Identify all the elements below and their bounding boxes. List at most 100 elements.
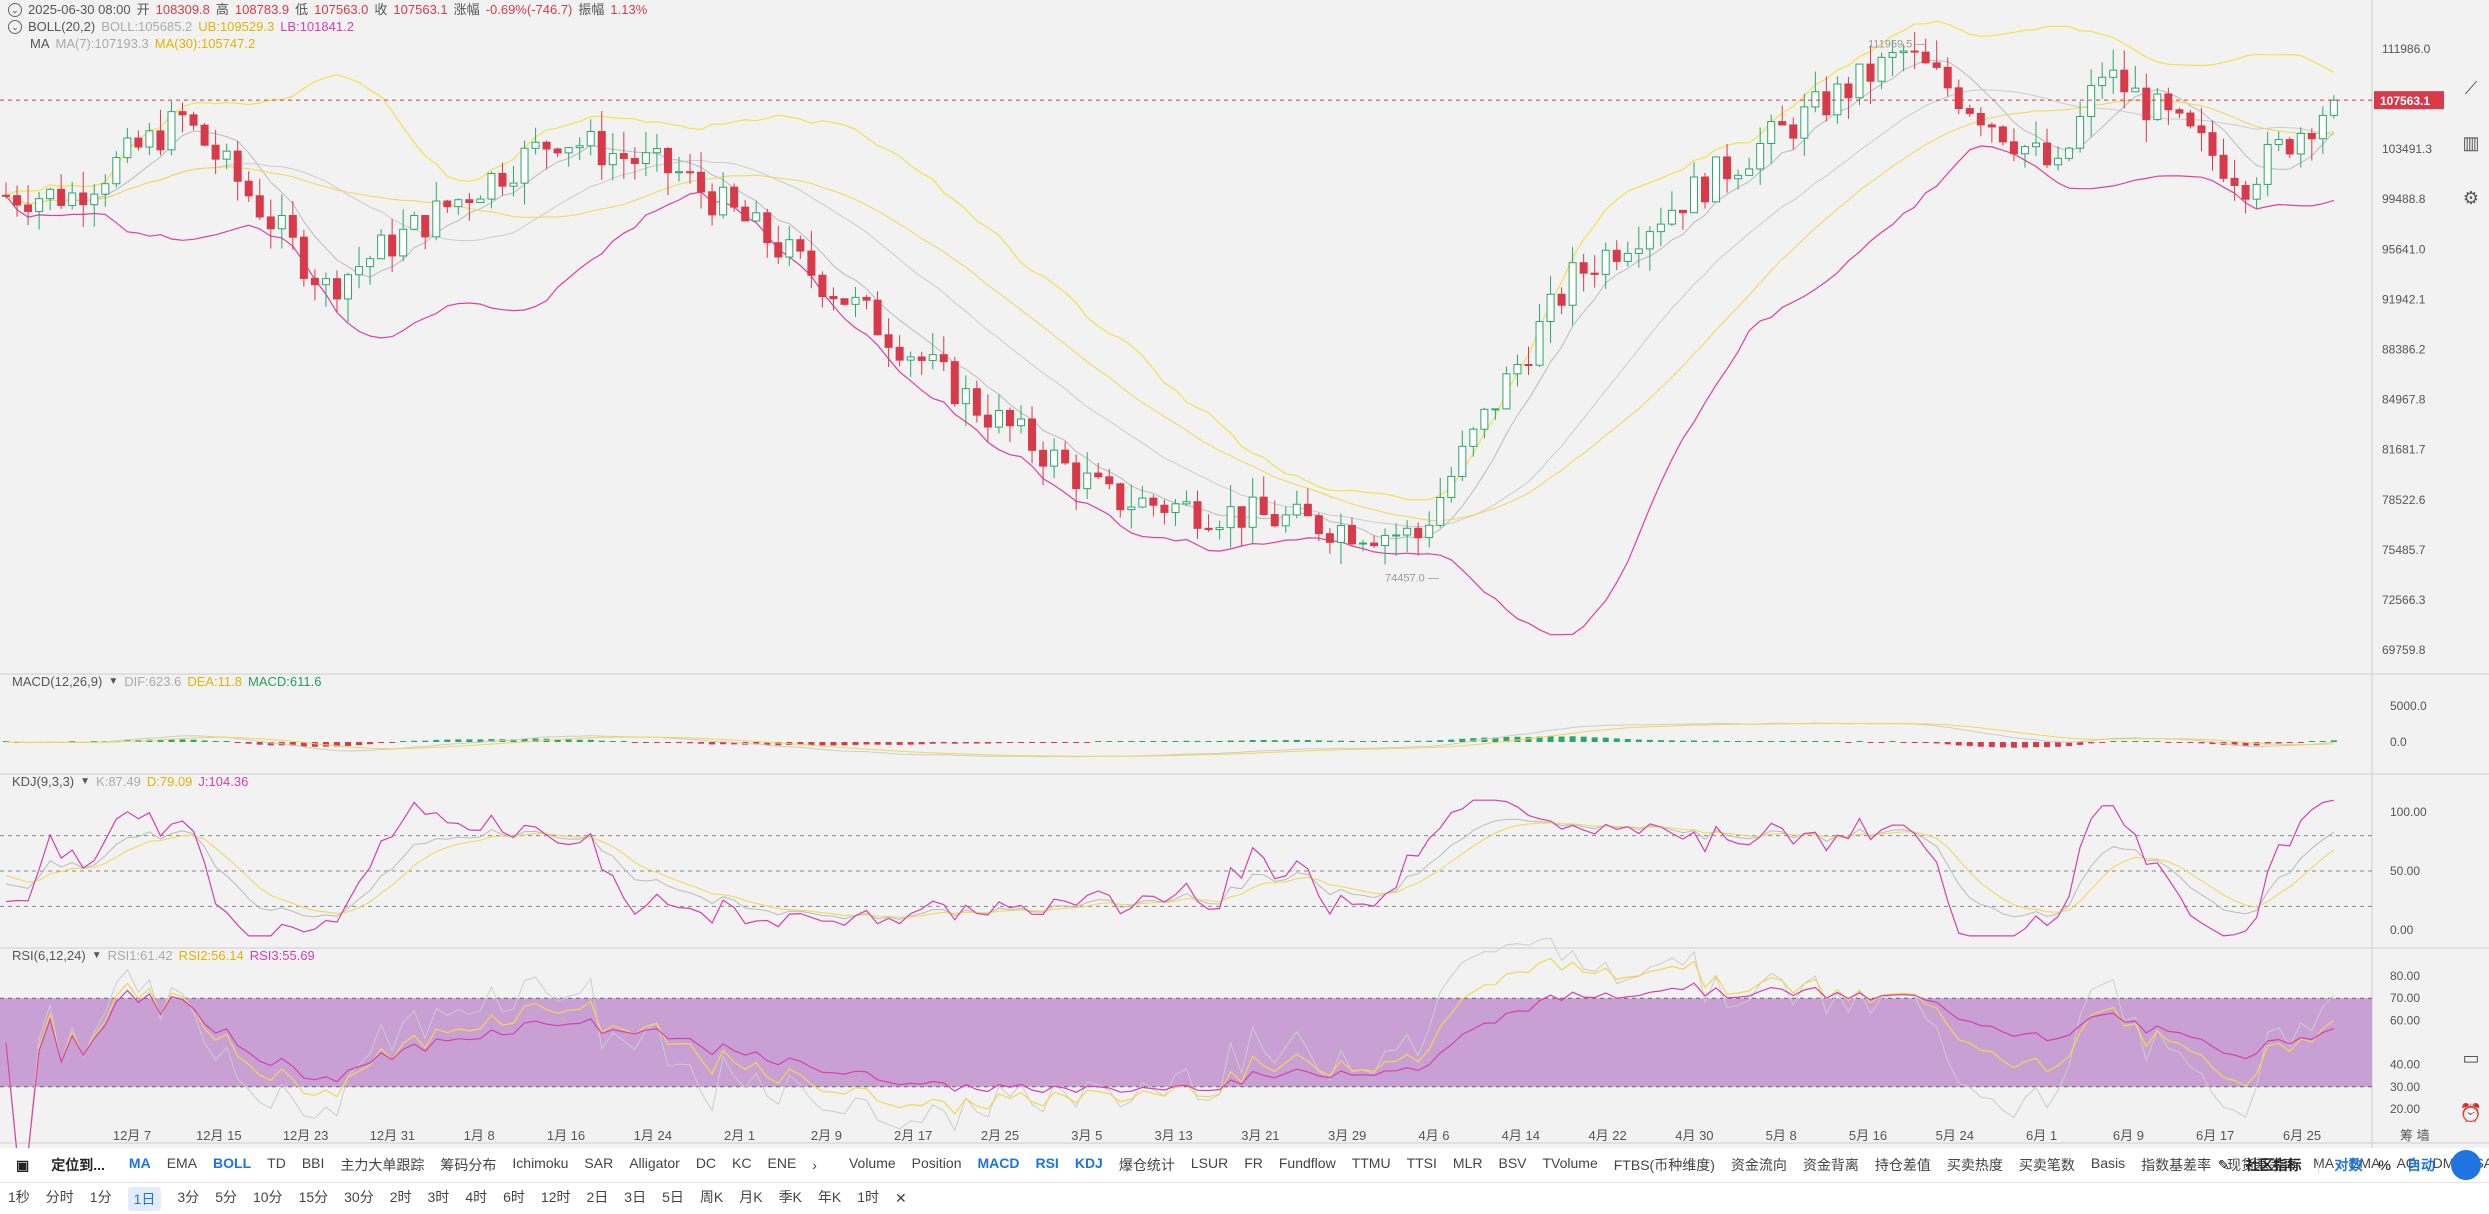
sub-indicator-24[interactable]: EMA <box>2350 1155 2381 1171</box>
sub-indicator-20[interactable]: Basis <box>2090 1155 2126 1171</box>
candle-body <box>277 215 286 230</box>
main-indicator-1[interactable]: EMA <box>166 1155 198 1171</box>
sub-indicator-13[interactable]: TVolume <box>1542 1155 1598 1171</box>
sub-indicator-11[interactable]: MLR <box>1452 1155 1483 1171</box>
dropdown-icon[interactable]: ▼ <box>80 776 91 787</box>
macd-bar <box>1768 741 1775 742</box>
sub-indicator-25[interactable]: AO <box>2396 1155 2417 1171</box>
macd-bar <box>653 742 660 743</box>
sub-indicator-2[interactable]: MACD <box>977 1155 1020 1171</box>
sub-indicator-12[interactable]: BSV <box>1498 1155 1527 1171</box>
alarm-icon[interactable]: ⏰ <box>2459 1103 2483 1123</box>
main-indicator-12[interactable]: ENE <box>767 1155 797 1171</box>
timeframe-0[interactable]: 1秒 <box>8 1188 30 1205</box>
main-indicator-4[interactable]: BBI <box>301 1155 325 1171</box>
timeframe-11[interactable]: 4时 <box>465 1188 488 1205</box>
rsi-name[interactable]: RSI(6,12,24) <box>12 948 86 963</box>
timeframe-7[interactable]: 15分 <box>298 1188 329 1205</box>
macd-bar <box>345 742 352 746</box>
dropdown-icon[interactable]: ▼ <box>91 950 102 961</box>
sub-indicator-5[interactable]: 爆仓统计 <box>1118 1157 1175 1173</box>
macd-bar <box>1404 740 1411 742</box>
timeframe-21[interactable]: 1时 <box>857 1188 880 1205</box>
sub-indicator-19[interactable]: 买卖笔数 <box>2018 1157 2075 1173</box>
timeframe-20[interactable]: 年K <box>817 1188 842 1205</box>
timeframe-2[interactable]: 1分 <box>89 1188 112 1205</box>
timeframe-17[interactable]: 周K <box>699 1188 724 1205</box>
sub-indicator-10[interactable]: TTSI <box>1406 1155 1437 1171</box>
candle-body <box>1381 534 1390 547</box>
auto-scale-toggle[interactable]: 自动 <box>2407 1157 2435 1173</box>
timeframe-6[interactable]: 10分 <box>252 1188 283 1205</box>
price-chart[interactable]: 111986.0 103491.3 99488.8 95641.0 91942.1 883… <box>0 0 2489 1148</box>
macd-name[interactable]: MACD(12,26,9) <box>12 674 103 689</box>
macd-bar <box>874 742 881 745</box>
macd-bar <box>2044 742 2051 748</box>
layout-icon[interactable]: ▭ <box>2462 1048 2480 1068</box>
timeframe-9[interactable]: 2时 <box>389 1188 412 1205</box>
main-indicator-2[interactable]: BOLL <box>213 1155 252 1171</box>
boll-name[interactable]: BOLL(20,2) <box>28 19 96 34</box>
timeframe-13[interactable]: 12时 <box>540 1188 571 1205</box>
candle-body <box>1778 121 1787 126</box>
main-indicator-0[interactable]: MA <box>128 1155 151 1171</box>
macd-bar <box>1900 742 1907 743</box>
main-indicator-5[interactable]: 主力大单跟踪 <box>340 1157 425 1173</box>
log-scale-toggle[interactable]: 对数 <box>2334 1157 2363 1173</box>
sub-indicator-9[interactable]: TTMU <box>1351 1155 1391 1171</box>
edit-icon[interactable]: ✎ <box>2217 1156 2230 1173</box>
timeframe-4[interactable]: 3分 <box>177 1188 200 1205</box>
sub-indicator-22[interactable]: 现货基差率 <box>2227 1157 2298 1173</box>
sub-indicator-15[interactable]: 资金流向 <box>1730 1157 1787 1173</box>
chevron-right-icon[interactable]: › <box>812 1157 817 1173</box>
main-indicator-9[interactable]: Alligator <box>629 1155 680 1171</box>
ma-name[interactable]: MA <box>30 36 50 51</box>
chat-bot-icon[interactable] <box>2451 1150 2481 1180</box>
macd-bar <box>1459 738 1466 742</box>
sub-indicator-6[interactable]: LSUR <box>1190 1155 1229 1171</box>
sub-indicator-8[interactable]: Fundflow <box>1278 1155 1336 1171</box>
timeframe-14[interactable]: 2日 <box>586 1188 609 1205</box>
kdj-name[interactable]: KDJ(9,3,3) <box>12 774 75 789</box>
macd-bar <box>1304 740 1311 742</box>
main-indicator-11[interactable]: KC <box>732 1155 752 1171</box>
chart-type-icon[interactable]: ▥ <box>2462 133 2480 153</box>
macd-bar <box>1735 741 1742 742</box>
main-indicator-10[interactable]: DC <box>695 1155 717 1171</box>
sub-indicator-16[interactable]: 资金背离 <box>1802 1157 1859 1173</box>
settings-icon[interactable]: ⚙ <box>2462 188 2480 208</box>
locate-button[interactable]: ▣ 定位到... <box>8 1155 113 1175</box>
draw-tool-icon[interactable]: ⟋ <box>2464 78 2478 98</box>
community-indicators-button[interactable]: 社区指标 <box>2245 1157 2302 1173</box>
timeframe-3[interactable]: 1日 <box>127 1186 162 1211</box>
main-indicator-6[interactable]: 筹码分布 <box>440 1157 497 1173</box>
dropdown-icon[interactable]: ▼ <box>108 676 119 687</box>
collapse-toggle-icon[interactable]: ⌄ <box>8 3 22 17</box>
close-icon[interactable]: ✕ <box>895 1190 907 1206</box>
timeframe-19[interactable]: 季K <box>778 1188 802 1205</box>
collapse-toggle-icon[interactable]: ⌄ <box>8 20 22 34</box>
timeframe-16[interactable]: 5日 <box>662 1188 684 1205</box>
sub-indicator-3[interactable]: RSI <box>1035 1155 1059 1171</box>
sub-indicator-14[interactable]: FTBS(币种维度) <box>1613 1157 1715 1173</box>
sub-indicator-0[interactable]: Volume <box>848 1155 896 1171</box>
timeframe-5[interactable]: 5分 <box>215 1188 237 1205</box>
timeframe-18[interactable]: 月K <box>739 1188 763 1205</box>
percent-toggle[interactable]: % <box>2378 1157 2391 1173</box>
sub-indicator-18[interactable]: 买卖热度 <box>1946 1157 2003 1173</box>
main-indicator-7[interactable]: Ichimoku <box>512 1155 569 1171</box>
main-indicator-8[interactable]: SAR <box>584 1155 614 1171</box>
timeframe-1[interactable]: 分时 <box>45 1188 74 1205</box>
timeframe-15[interactable]: 3日 <box>624 1188 647 1205</box>
sub-indicator-21[interactable]: 指数基差率 <box>2141 1157 2212 1173</box>
sub-indicator-17[interactable]: 持仓差值 <box>1874 1157 1931 1173</box>
sub-indicator-4[interactable]: KDJ <box>1074 1155 1103 1171</box>
sub-indicator-1[interactable]: Position <box>911 1155 962 1171</box>
timeframe-12[interactable]: 6时 <box>503 1188 525 1205</box>
main-indicator-3[interactable]: TD <box>267 1155 286 1171</box>
macd-bar <box>885 742 892 745</box>
candle-body <box>299 236 308 279</box>
timeframe-10[interactable]: 3时 <box>427 1188 450 1205</box>
timeframe-8[interactable]: 30分 <box>344 1188 374 1205</box>
sub-indicator-7[interactable]: FR <box>1244 1155 1263 1171</box>
